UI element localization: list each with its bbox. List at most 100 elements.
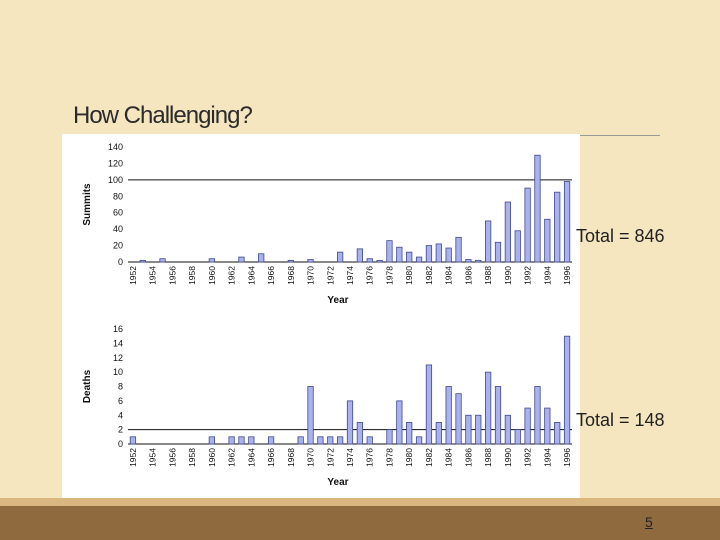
bar-1979 — [396, 246, 403, 263]
x-tick-label: 1970 — [306, 448, 316, 467]
bar-1982 — [425, 364, 433, 445]
bar-1971 — [317, 436, 324, 445]
x-tick-label: 1984 — [444, 448, 454, 467]
x-tick-label: 1996 — [562, 266, 572, 285]
x-tick-label: 1956 — [167, 448, 177, 467]
bar-1986 — [465, 259, 472, 263]
bar-1978 — [386, 240, 393, 263]
footer-bar — [0, 506, 720, 540]
bar-1965 — [258, 253, 265, 263]
bar-1973 — [337, 251, 344, 263]
bar-1953 — [139, 259, 146, 263]
bar-1970 — [307, 386, 314, 445]
y-tick-label: 14 — [113, 338, 123, 348]
bar-1981 — [415, 256, 423, 263]
x-axis-label: Year — [327, 477, 348, 488]
x-tick-label: 1990 — [503, 266, 513, 285]
x-tick-label: 1992 — [523, 266, 533, 285]
bar-1990 — [504, 414, 511, 445]
bar-1983 — [435, 243, 442, 263]
bar-1987 — [475, 414, 482, 445]
x-tick-label: 1952 — [128, 448, 138, 467]
bar-1989 — [494, 241, 502, 263]
y-tick-label: 6 — [118, 396, 123, 406]
x-tick-label: 1982 — [424, 266, 434, 285]
x-tick-label: 1962 — [227, 266, 237, 285]
bar-1995 — [554, 422, 561, 445]
x-tick-label: 1958 — [187, 266, 197, 285]
x-tick-label: 1972 — [325, 266, 335, 285]
bar-1977 — [376, 259, 383, 263]
bar-1980 — [406, 422, 413, 445]
y-tick-label: 0 — [118, 257, 123, 267]
bar-1992 — [524, 187, 531, 263]
x-tick-label: 1954 — [148, 266, 158, 285]
x-tick-label: 1986 — [463, 448, 473, 467]
y-tick-label: 0 — [118, 439, 123, 449]
x-tick-label: 1958 — [187, 448, 197, 467]
page-number: 5 — [645, 514, 653, 530]
bar-1991 — [514, 429, 521, 445]
bar-1996 — [563, 181, 571, 263]
bar-1989 — [494, 386, 502, 445]
x-axis-label: Year — [327, 295, 348, 306]
x-tick-label: 1986 — [463, 266, 473, 285]
x-tick-label: 1980 — [404, 266, 414, 285]
x-tick-label: 1994 — [542, 266, 552, 285]
x-tick-label: 1964 — [246, 448, 256, 467]
y-tick-label: 140 — [108, 142, 123, 152]
bar-1993 — [534, 154, 541, 263]
bar-1972 — [327, 436, 334, 445]
y-tick-label: 8 — [118, 382, 123, 392]
bar-1963 — [238, 436, 245, 445]
y-tick-label: 16 — [113, 324, 123, 334]
y-tick-label: 80 — [113, 191, 123, 201]
bar-1955 — [159, 258, 166, 263]
y-tick-label: 2 — [118, 425, 123, 435]
bar-1984 — [445, 386, 452, 445]
x-tick-label: 1988 — [483, 448, 493, 467]
x-tick-label: 1952 — [128, 266, 138, 285]
bar-1976 — [366, 258, 373, 263]
bar-1985 — [455, 393, 462, 445]
x-tick-label: 1968 — [286, 448, 296, 467]
x-tick-label: 1972 — [325, 448, 335, 467]
x-tick-label: 1970 — [306, 266, 316, 285]
x-tick-label: 1978 — [384, 448, 394, 467]
total-summits-label: Total = 846 — [576, 226, 665, 246]
bar-1988 — [485, 371, 492, 445]
title-divider — [580, 135, 660, 136]
y-axis-label: Deaths — [82, 369, 93, 403]
bar-1960 — [208, 258, 215, 263]
bar-1978 — [386, 429, 393, 445]
bar-1964 — [248, 436, 255, 445]
x-tick-label: 1960 — [207, 266, 217, 285]
bar-1973 — [337, 436, 344, 445]
y-tick-label: 12 — [113, 353, 123, 363]
bar-1984 — [445, 247, 452, 263]
y-axis-label: Summits — [82, 183, 93, 226]
x-tick-label: 1974 — [345, 266, 355, 285]
x-tick-label: 1980 — [404, 448, 414, 467]
bar-1994 — [544, 407, 551, 445]
y-tick-label: 20 — [113, 241, 123, 251]
chart-panel: 0 20 40 60 80 100 120 140 Summits 1952 1954 1956 195… — [62, 134, 580, 498]
x-tick-label: 1982 — [424, 448, 434, 467]
y-tick-label: 100 — [108, 175, 123, 185]
bar-1975 — [356, 248, 363, 263]
x-tick-label: 1966 — [266, 448, 276, 467]
bar-1988 — [485, 220, 492, 263]
bar-1992 — [524, 407, 531, 445]
bar-1987 — [475, 259, 482, 263]
x-tick-label: 1978 — [384, 266, 394, 285]
bar-1981 — [415, 436, 423, 445]
bar-1968 — [287, 259, 294, 263]
y-tick-label: 60 — [113, 208, 123, 218]
y-tick-label: 10 — [113, 367, 123, 377]
x-tick-label: 1996 — [562, 448, 572, 467]
footer-band — [0, 498, 720, 506]
bar-1994 — [544, 218, 551, 263]
x-tick-label: 1992 — [523, 448, 533, 467]
x-tick-label: 1974 — [345, 448, 355, 467]
